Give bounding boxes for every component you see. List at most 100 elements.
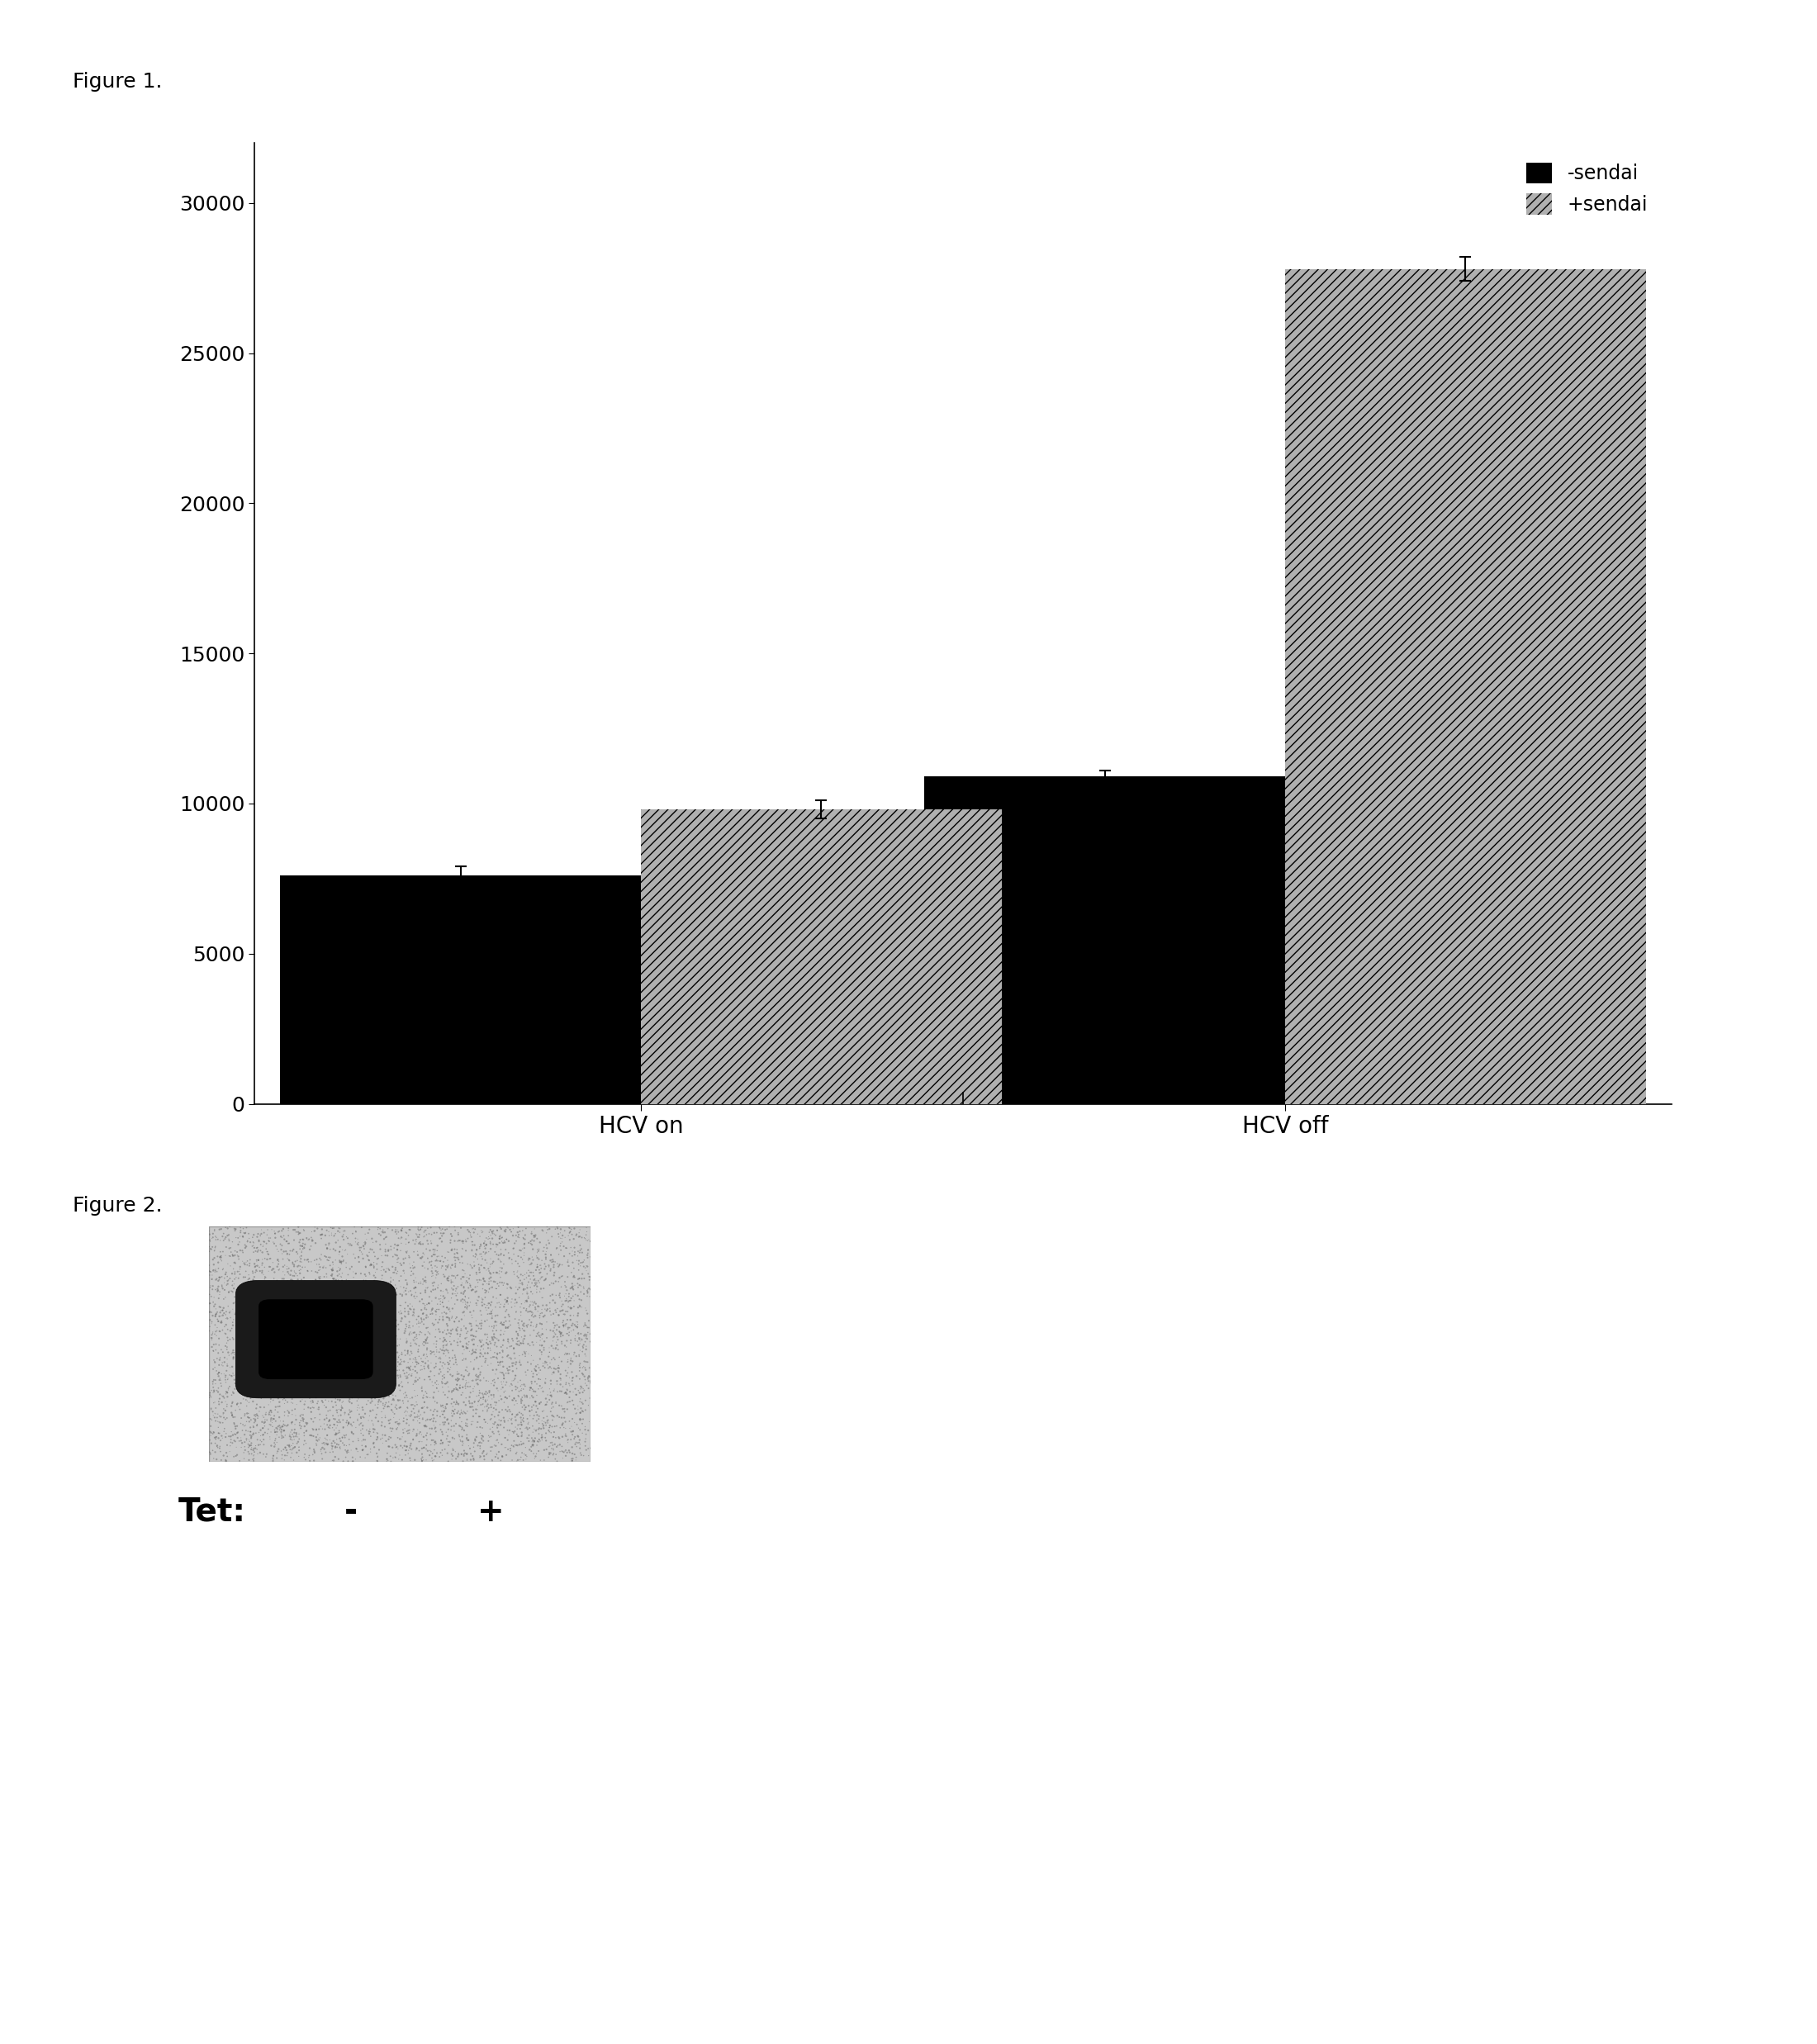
- Point: [205, 1275, 234, 1308]
- Point: [338, 1355, 367, 1388]
- Point: [211, 1255, 240, 1288]
- Point: [333, 1282, 362, 1314]
- Point: [431, 1408, 460, 1441]
- Point: [331, 1347, 360, 1380]
- Point: [313, 1402, 342, 1435]
- Point: [236, 1331, 265, 1363]
- Point: [371, 1357, 400, 1390]
- Point: [333, 1339, 362, 1372]
- Point: [460, 1386, 489, 1419]
- Point: [465, 1233, 494, 1265]
- Point: [438, 1376, 467, 1408]
- Point: [260, 1431, 289, 1464]
- Point: [245, 1351, 274, 1384]
- Point: [507, 1288, 536, 1320]
- Point: [372, 1437, 402, 1470]
- Point: [423, 1367, 452, 1400]
- Point: [263, 1245, 293, 1278]
- Point: [298, 1343, 327, 1376]
- Point: [478, 1416, 507, 1449]
- Point: [451, 1312, 480, 1345]
- Point: [534, 1414, 563, 1447]
- Point: [560, 1239, 589, 1271]
- Point: [316, 1316, 345, 1349]
- Point: [523, 1398, 552, 1431]
- Point: [449, 1331, 478, 1363]
- Point: [283, 1327, 313, 1359]
- Point: [456, 1249, 485, 1282]
- Point: [200, 1427, 229, 1459]
- Point: [360, 1378, 389, 1410]
- Point: [300, 1214, 329, 1247]
- Point: [467, 1286, 496, 1318]
- Point: [280, 1282, 309, 1314]
- Point: [331, 1265, 360, 1298]
- Point: [354, 1384, 383, 1416]
- Point: [220, 1288, 249, 1320]
- Point: [254, 1398, 283, 1431]
- Point: [323, 1429, 352, 1461]
- Point: [287, 1316, 316, 1349]
- Point: [227, 1271, 256, 1304]
- Point: [313, 1214, 342, 1247]
- Point: [338, 1378, 367, 1410]
- Point: [267, 1294, 296, 1327]
- Point: [556, 1327, 585, 1359]
- Point: [218, 1239, 247, 1271]
- Point: [314, 1374, 343, 1406]
- Point: [476, 1435, 505, 1468]
- Point: [394, 1353, 423, 1386]
- Point: [349, 1233, 378, 1265]
- Point: [392, 1235, 422, 1267]
- Point: [265, 1298, 294, 1331]
- Point: [334, 1300, 363, 1333]
- Point: [365, 1343, 394, 1376]
- Point: [267, 1421, 296, 1453]
- Point: [385, 1265, 414, 1298]
- Point: [245, 1310, 274, 1343]
- Point: [412, 1380, 442, 1412]
- Point: [223, 1349, 253, 1382]
- Point: [540, 1374, 569, 1406]
- Point: [352, 1282, 382, 1314]
- Point: [507, 1327, 536, 1359]
- Point: [478, 1320, 507, 1353]
- Point: [196, 1271, 225, 1304]
- Point: [338, 1416, 367, 1449]
- Point: [198, 1243, 227, 1275]
- Point: [372, 1345, 402, 1378]
- Point: [518, 1382, 547, 1414]
- Point: [343, 1402, 372, 1435]
- Point: [487, 1318, 516, 1351]
- Point: [229, 1437, 258, 1470]
- Point: [516, 1275, 545, 1308]
- Point: [422, 1335, 451, 1367]
- Point: [463, 1249, 492, 1282]
- Point: [372, 1312, 402, 1345]
- Point: [576, 1431, 605, 1464]
- Point: [204, 1269, 233, 1302]
- Point: [432, 1263, 462, 1296]
- Point: [525, 1363, 554, 1396]
- Point: [389, 1402, 418, 1435]
- Point: [476, 1296, 505, 1329]
- Point: [443, 1243, 472, 1275]
- Point: [196, 1255, 225, 1288]
- Point: [471, 1378, 500, 1410]
- Point: [520, 1286, 549, 1318]
- Point: [460, 1249, 489, 1282]
- Point: [447, 1267, 476, 1300]
- Point: [494, 1304, 523, 1337]
- Point: [322, 1419, 351, 1451]
- Point: [420, 1335, 449, 1367]
- Point: [492, 1365, 521, 1398]
- Point: [283, 1378, 313, 1410]
- Point: [427, 1394, 456, 1427]
- Point: [469, 1333, 498, 1365]
- Point: [369, 1216, 398, 1249]
- Point: [334, 1343, 363, 1376]
- Point: [385, 1390, 414, 1423]
- Point: [480, 1380, 509, 1412]
- Point: [209, 1349, 238, 1382]
- Point: [521, 1253, 551, 1286]
